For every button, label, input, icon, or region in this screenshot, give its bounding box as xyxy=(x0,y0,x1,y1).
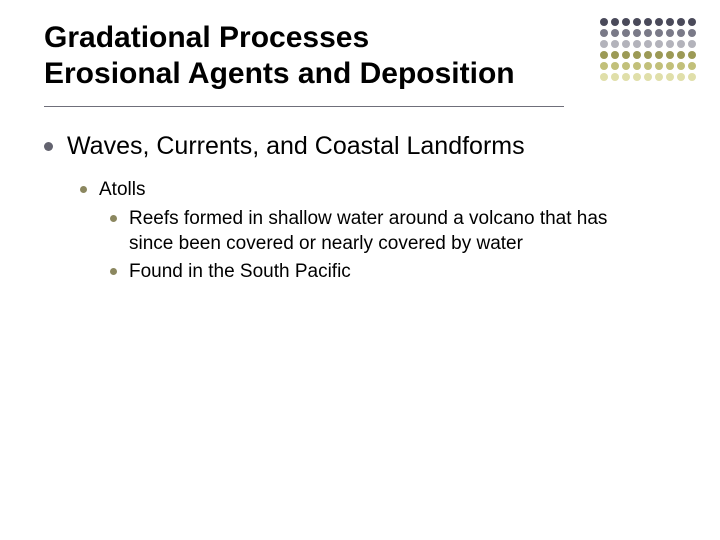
l3-text: Found in the South Pacific xyxy=(129,260,351,285)
title-underline xyxy=(44,106,564,107)
slide: Gradational Processes Erosional Agents a… xyxy=(0,0,720,540)
bullet-icon xyxy=(80,186,87,193)
l1-text: Waves, Currents, and Coastal Landforms xyxy=(67,131,525,162)
bullet-level-3: Reefs formed in shallow water around a v… xyxy=(110,207,680,256)
bullet-icon xyxy=(44,142,53,151)
title-line-2: Erosional Agents and Deposition xyxy=(44,56,680,92)
bullet-level-3: Found in the South Pacific xyxy=(110,260,680,285)
bullet-icon xyxy=(110,215,117,222)
l3-text: Reefs formed in shallow water around a v… xyxy=(129,207,609,256)
bullet-icon xyxy=(110,268,117,275)
l2-text: Atolls xyxy=(99,178,145,203)
content: Waves, Currents, and Coastal Landforms A… xyxy=(44,131,680,285)
title-line-1: Gradational Processes xyxy=(44,20,680,56)
title-block: Gradational Processes Erosional Agents a… xyxy=(44,20,680,107)
bullet-level-2: Atolls xyxy=(80,178,680,203)
bullet-level-1: Waves, Currents, and Coastal Landforms xyxy=(44,131,680,162)
